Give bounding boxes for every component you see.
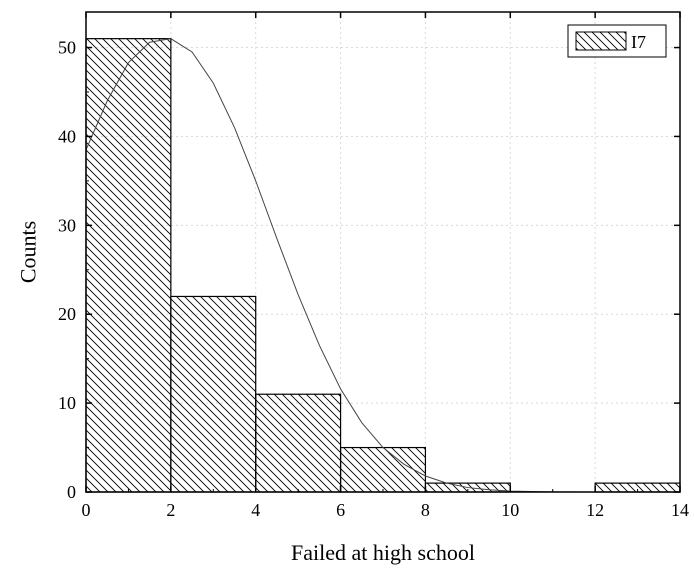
x-tick-label: 12: [586, 500, 604, 520]
y-tick-label: 10: [58, 393, 76, 413]
histogram-bar: [255, 393, 342, 493]
histogram-bar: [85, 38, 172, 493]
x-tick-label: 8: [421, 500, 430, 520]
y-axis-label: Counts: [16, 221, 41, 283]
y-axis-ticks: 0 10 20 30 40 50: [58, 38, 680, 502]
legend-swatch: [575, 31, 627, 51]
x-tick-label: 6: [336, 500, 345, 520]
legend: I7: [567, 24, 667, 58]
x-axis-ticks: 0 2 4 6 8 10 12 14: [82, 12, 689, 520]
histogram-bar: [170, 295, 257, 493]
y-tick-label: 40: [58, 126, 76, 146]
x-tick-label: 14: [671, 500, 689, 520]
x-tick-label: 0: [82, 500, 91, 520]
y-tick-label: 0: [67, 482, 76, 502]
x-tick-label: 4: [251, 500, 260, 520]
y-tick-label: 30: [58, 215, 76, 235]
y-tick-label: 20: [58, 304, 76, 324]
x-tick-label: 2: [166, 500, 175, 520]
bars-group: [85, 38, 681, 493]
legend-label: I7: [631, 32, 646, 52]
histogram-bar: [339, 446, 427, 493]
y-tick-label: 50: [58, 38, 76, 58]
x-tick-label: 10: [501, 500, 519, 520]
x-axis-label: Failed at high school: [291, 540, 475, 565]
